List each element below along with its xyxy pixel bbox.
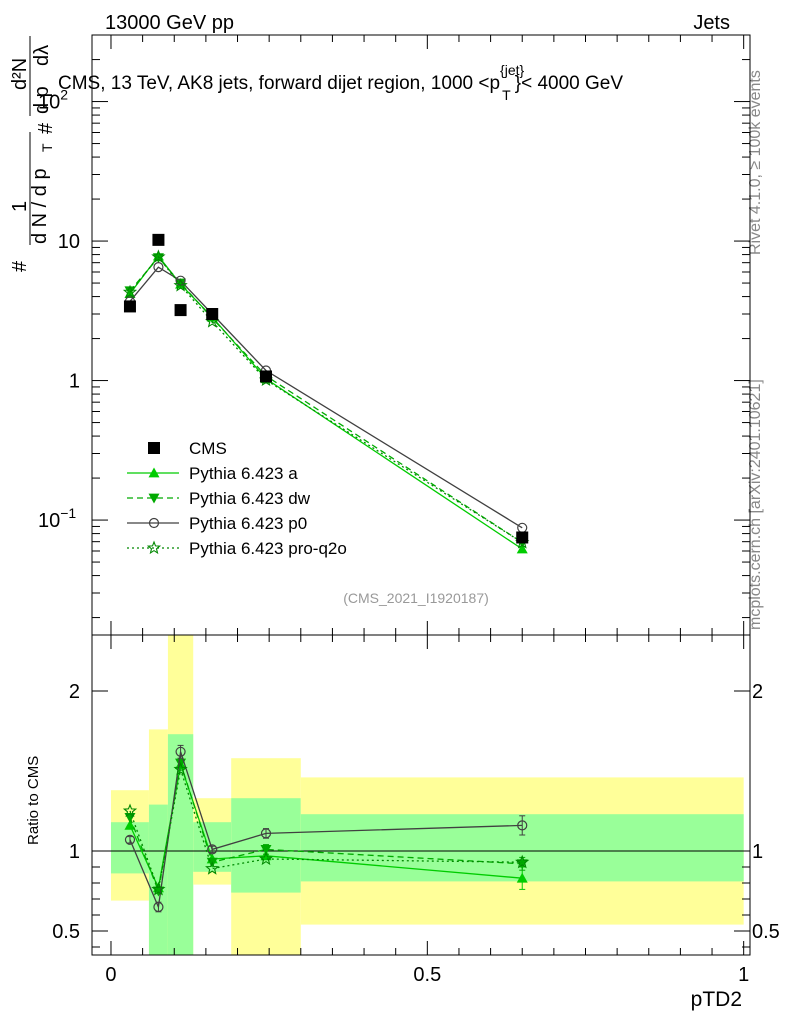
y-ticks-main: 10−1 1 10 102 [38,34,750,619]
y-ticks-ratio: 0.5 0.5 1 1 2 2 [52,681,780,948]
y-label-dndpt: d N / d p [29,168,51,244]
ratio-series-pythia-6-423-pro-q2o [122,761,530,896]
analysis-id-label: (CMS_2021_I1920187) [343,590,489,606]
legend-marker [148,493,160,504]
x-tick-label: 1 [738,964,749,986]
series-point [151,249,166,263]
ratio-point [517,820,528,831]
y-label-dlambda: dλ [31,45,53,66]
inner-band-bin [110,822,149,874]
ratio-point [124,834,136,845]
ratio-point [173,761,188,776]
ratio-point [151,881,166,896]
ratio-point [260,845,272,855]
y-label-d2n: d²N [9,58,31,90]
rivet-version-label: Rivet 4.1.0, ≥ 100k events [747,70,764,255]
series-line [129,255,523,544]
ratio-series-pythia-6-423-p0 [124,744,528,913]
category-label: Jets [693,12,730,34]
ratio-axis-label: Ratio to CMS [25,756,42,845]
legend-entry: Pythia 6.423 pro-q2o [127,539,347,558]
legend-entry: Pythia 6.423 a [127,464,298,483]
series-pythia-6-423-dw [124,253,528,549]
y-tick-label: 1 [69,371,80,393]
legend-marker [148,517,160,529]
data-point [123,300,136,313]
legend-label: Pythia 6.423 a [189,464,298,483]
series-line [129,256,523,544]
chart-title: CMS, 13 TeV, AK8 jets, forward dijet reg… [58,62,623,103]
y-axis-label: # 1 d N / d p T # d²N d p dλ [9,36,57,272]
y-tick-label: 102 [38,87,68,114]
ratio-point [260,828,272,839]
series-point [173,278,188,292]
legend-label: Pythia 6.423 pro-q2o [189,539,347,558]
legend-entry: Pythia 6.423 dw [127,489,311,508]
data-point [206,308,219,321]
data-point [152,233,165,246]
ratio-point [124,819,136,830]
ratio-point [515,854,530,869]
ratio-tick-label-right: 1 [752,841,763,863]
y-label-hash-1: # [9,260,31,272]
main-panel: 10−1 1 10 102 [38,34,751,636]
ratio-tick-label-left: 0.5 [52,921,80,943]
series-cms-data [123,233,529,544]
series-line [129,266,523,529]
data-point [174,304,187,317]
data-point [259,370,272,383]
ratio-tick-label-right: 0.5 [752,921,780,943]
x-ticks: 0 0.5 1 [105,35,749,986]
ratio-tick-label-left: 1 [69,841,80,863]
ratio-tick-label-right: 2 [752,681,763,703]
ratio-tick-label-left: 2 [69,681,80,703]
legend-entry: Pythia 6.423 p0 [127,514,307,533]
ratio-point [175,746,186,757]
legend-label: CMS [189,439,227,458]
series-point [517,522,528,533]
y-label-dpt: d p [31,86,53,114]
series-pythia-6-423-p0 [124,262,528,533]
legend-entry-cms: CMS [148,439,227,458]
ratio-point [153,901,164,913]
series-point [516,543,528,554]
ratio-panel: 0 0.5 10.5 0.51 12 2 [52,35,780,986]
ratio-line [129,751,523,910]
legend-label: Pythia 6.423 dw [189,489,311,508]
series-pythia-6-423-a [124,250,528,554]
legend-marker [148,467,160,478]
series-point [153,262,164,273]
series-point [122,284,138,299]
legend-label: Pythia 6.423 p0 [189,514,307,533]
ratio-point [516,872,528,883]
y-tick-label: 10−1 [38,505,76,532]
ratio-point [122,803,138,818]
x-tick-label: 0.5 [413,964,441,986]
legend: CMS Pythia 6.423 a Pythia 6.423 dw Pythia 6… [127,439,347,558]
x-tick-label: 0 [105,964,116,986]
y-label-hash-2: # [35,122,57,134]
mcplots-label: mcplots.cern.ch [arXiv:2401.10621] [747,379,764,630]
y-label-one: 1 [9,201,31,212]
energy-label: 13000 GeV pp [105,12,234,34]
series-pythia-6-423-pro-q2o [122,249,530,549]
y-label-t-sub: T [39,143,55,152]
ratio-point [207,844,218,855]
data-point [516,531,529,544]
series-point [152,253,164,264]
ratio-line [129,769,523,892]
title-main: CMS, 13 TeV, AK8 jets, forward dijet reg… [58,62,623,103]
inner-band-bin [148,804,168,955]
ratio-point [205,861,220,875]
legend-marker [146,540,162,555]
ratio-point [260,850,272,861]
uncertainty-bands [110,635,744,955]
ratio-point [258,851,274,866]
legend-marker [148,442,160,454]
ratio-line [129,762,523,894]
x-axis-label: pTD2 [691,988,742,1011]
ratio-frame [91,634,751,956]
y-tick-label: 10 [58,231,80,253]
